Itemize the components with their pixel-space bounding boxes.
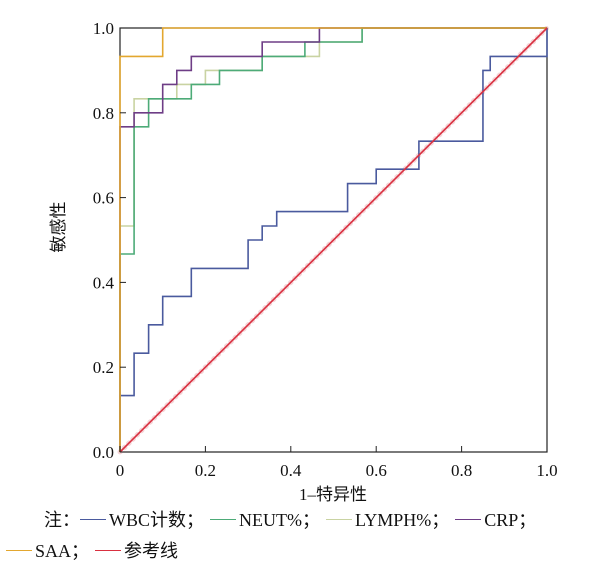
legend-prefix: 注： — [44, 510, 80, 530]
legend-swatch — [326, 519, 352, 521]
x-tick-label: 0 — [116, 461, 125, 480]
y-tick-label: 0.2 — [93, 358, 114, 377]
y-tick-label: 1.0 — [93, 19, 114, 38]
legend-item: LYMPH%； — [326, 505, 455, 536]
x-tick-label: 0.4 — [280, 461, 302, 480]
legend-swatch — [455, 519, 482, 521]
legend-swatch — [6, 550, 32, 552]
y-axis-label: 敏感性 — [49, 202, 68, 253]
legend-label: CRP — [484, 510, 519, 530]
legend-swatch — [210, 519, 237, 521]
x-tick-label: 0.6 — [366, 461, 387, 480]
y-tick-label: 0.0 — [93, 443, 114, 462]
series-line-wbc — [119, 28, 548, 452]
series-line-crp — [119, 27, 547, 452]
legend-separator: ； — [71, 541, 90, 561]
legend-label: WBC计数 — [109, 510, 187, 530]
axes-layer: 0 0.2 0.4 0.6 0.8 1.0 0.0 0.2 0.4 0.6 0.8 1.0 — [93, 19, 558, 480]
legend-swatch — [95, 550, 122, 552]
legend-separator: ； — [431, 510, 450, 530]
legend-separator: ； — [186, 510, 205, 530]
legend-label: NEUT% — [239, 510, 302, 530]
series-line-series-5 — [119, 27, 548, 453]
legend-item: 参考线 — [95, 536, 178, 567]
series-line-saa — [119, 27, 547, 452]
legend-label: 参考线 — [124, 541, 179, 561]
x-axis-label: 1–特异性 — [299, 485, 367, 504]
x-tick-label: 0.2 — [195, 461, 216, 480]
legend-separator: ； — [302, 510, 320, 530]
x-tick-label: 1.0 — [536, 461, 557, 480]
legend-item: CRP； — [455, 505, 542, 536]
x-tick-label: 0.8 — [451, 461, 472, 480]
y-tick-label: 0.8 — [93, 104, 114, 123]
legend-label: LYMPH% — [355, 510, 432, 530]
legend: 注： WBC计数； NEUT%； LYMPH%； CRP；SAA； 参考线 — [6, 505, 592, 567]
legend-separator: ； — [518, 510, 537, 530]
y-tick-label: 0.4 — [93, 273, 115, 292]
legend-item: SAA； — [6, 536, 95, 567]
legend-item: WBC计数； — [80, 505, 210, 536]
y-tick-label: 0.6 — [93, 189, 114, 208]
series-line-neut — [119, 27, 547, 452]
legend-item: NEUT%； — [210, 505, 326, 536]
roc-chart: 0 0.2 0.4 0.6 0.8 1.0 0.0 0.2 0.4 0.6 0.8 1.0 1–特异性… — [49, 19, 558, 504]
legend-label: SAA — [35, 541, 72, 561]
legend-swatch — [80, 519, 106, 521]
series-layer — [119, 27, 548, 453]
